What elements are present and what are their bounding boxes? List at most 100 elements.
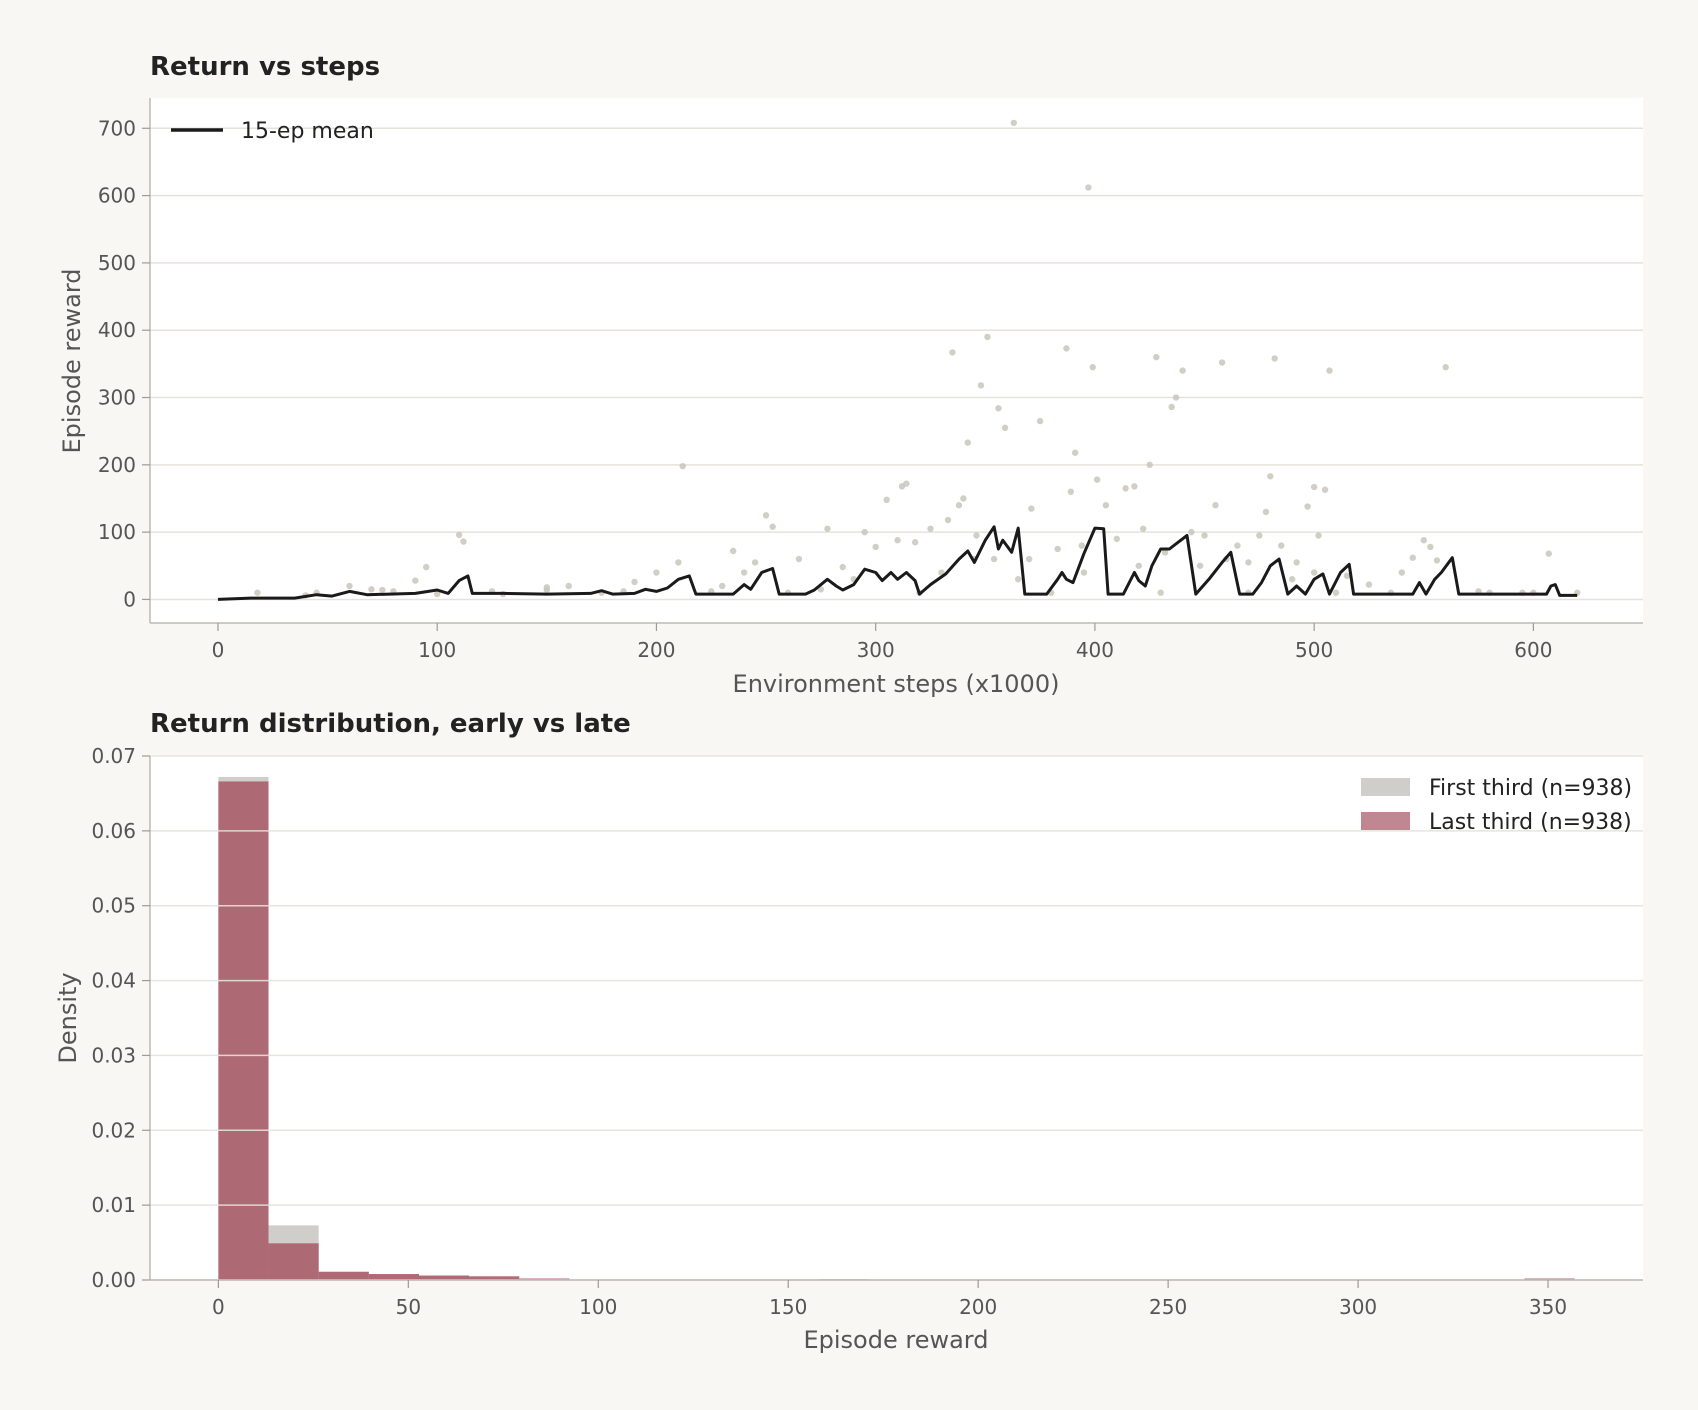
plot-area-top: [150, 98, 1643, 623]
scatter-point: [1010, 119, 1017, 127]
x-tick-label: 600: [1514, 638, 1552, 662]
legend-bottom: First third (n=938) Last third (n=938): [1361, 776, 1632, 835]
scatter-point: [1157, 589, 1164, 596]
scatter-point: [1271, 355, 1278, 362]
x-tick-label: 350: [1529, 1295, 1567, 1319]
scatter-point: [1278, 542, 1285, 549]
scatter-point: [894, 537, 901, 544]
scatter-point: [460, 538, 467, 545]
scatter-point: [990, 555, 998, 563]
scatter-point: [1196, 562, 1204, 569]
scatter-point: [1234, 542, 1241, 549]
scatter-point: [911, 539, 919, 546]
scatter-point: [1078, 542, 1085, 549]
x-ticks-top: 0 100 200 300 400 500 600: [212, 623, 1552, 662]
y-axis-label-bottom: Density: [54, 972, 82, 1063]
scatter-point: [1442, 364, 1449, 371]
scatter-point: [729, 547, 737, 555]
scatter-point: [762, 512, 770, 519]
scatter-point: [1427, 543, 1434, 551]
y-tick-label: 200: [98, 453, 136, 477]
scatter-point: [423, 563, 430, 571]
y-tick-label: 600: [98, 184, 136, 208]
bar-last-third: [469, 1276, 520, 1280]
scatter-point: [1028, 505, 1035, 512]
scatter-point: [1245, 559, 1252, 566]
x-tick-label: 400: [1076, 638, 1114, 662]
scatter-point: [1256, 532, 1263, 539]
legend-label-first-third: First third (n=938): [1429, 776, 1632, 801]
x-tick-label: 300: [857, 638, 895, 662]
scatter-point: [1085, 184, 1092, 191]
legend-swatch-last-third: [1361, 812, 1410, 830]
scatter-point: [1113, 535, 1121, 543]
plot-area-bottom: [150, 756, 1643, 1280]
scatter-point: [1036, 417, 1044, 425]
scatter-point: [984, 333, 991, 341]
x-tick-label: 50: [396, 1295, 421, 1319]
scatter-point: [1146, 461, 1153, 469]
scatter-point: [751, 559, 759, 566]
scatter-point: [927, 525, 934, 532]
scatter-point: [944, 516, 952, 524]
x-tick-label: 100: [418, 638, 456, 662]
scatter-point: [977, 382, 985, 389]
scatter-point: [1093, 476, 1101, 483]
x-tick-label: 100: [579, 1295, 617, 1319]
line-scatter-chart: 0 100 200 300 400 500 600 0 100 200 300 400 500 600 7…: [58, 52, 1643, 698]
y-tick-label: 0.07: [91, 744, 136, 768]
scatter-point: [872, 543, 879, 551]
histogram-chart: 0 50 100 150 200 250 300 350 0.000.010.020.030.…: [54, 709, 1643, 1354]
scatter-point: [1054, 545, 1061, 553]
scatter-point: [1304, 503, 1311, 510]
legend-label-mean: 15-ep mean: [241, 119, 374, 144]
scatter-point: [1063, 345, 1070, 352]
scatter-point: [1321, 486, 1329, 493]
mean-line-group: [217, 525, 1578, 601]
x-tick-label: 200: [959, 1295, 997, 1319]
scatter-point: [1161, 549, 1169, 556]
y-tick-label: 0.01: [91, 1193, 136, 1217]
scatter-point: [949, 349, 956, 356]
scatter-point: [960, 495, 967, 502]
scatter-point: [1332, 589, 1340, 596]
chart-title-top: Return vs steps: [150, 52, 380, 82]
scatter-point: [1135, 562, 1142, 569]
scatter-point: [1025, 555, 1033, 563]
legend-label-last-third: Last third (n=938): [1429, 810, 1632, 835]
scatter-point: [1139, 525, 1147, 532]
chart-title-bottom: Return distribution, early vs late: [150, 709, 631, 739]
scatter-point: [1014, 576, 1022, 583]
y-tick-label: 0: [123, 587, 136, 611]
scatter-point: [719, 582, 726, 590]
scatter-point: [1433, 557, 1441, 564]
scatter-point: [1168, 403, 1175, 411]
scatter-point: [1545, 550, 1552, 557]
x-axis-label-top: Environment steps (x1000): [733, 670, 1060, 698]
x-tick-label: 0: [212, 638, 225, 662]
x-tick-label: 0: [212, 1295, 225, 1319]
scatter-point: [1172, 394, 1180, 401]
scatter-point: [412, 577, 419, 584]
scatter-point: [795, 555, 803, 563]
scatter-point: [653, 569, 660, 576]
x-tick-label: 300: [1339, 1295, 1377, 1319]
x-axis-label-bottom: Episode reward: [803, 1326, 988, 1354]
scatter-point: [839, 563, 846, 571]
bar-last-third: [268, 1243, 319, 1280]
y-tick-label: 0.05: [91, 894, 136, 918]
scatter-point: [1080, 569, 1088, 576]
bar-last-third: [218, 781, 269, 1280]
scatter-point: [1001, 424, 1009, 432]
scatter-point: [1409, 554, 1417, 561]
y-ticks-top: 0 100 200 300 400 500 600 700: [98, 116, 150, 611]
scatter-point: [1343, 572, 1351, 580]
scatter-point: [1310, 569, 1318, 576]
scatter-point: [903, 480, 910, 487]
x-ticks-bottom: 0 50 100 150 200 250 300 350: [212, 1280, 1567, 1319]
scatter-point: [1267, 473, 1274, 480]
y-tick-label: 100: [98, 520, 136, 544]
scatter-point: [1201, 532, 1208, 539]
scatter-point: [1289, 576, 1296, 583]
